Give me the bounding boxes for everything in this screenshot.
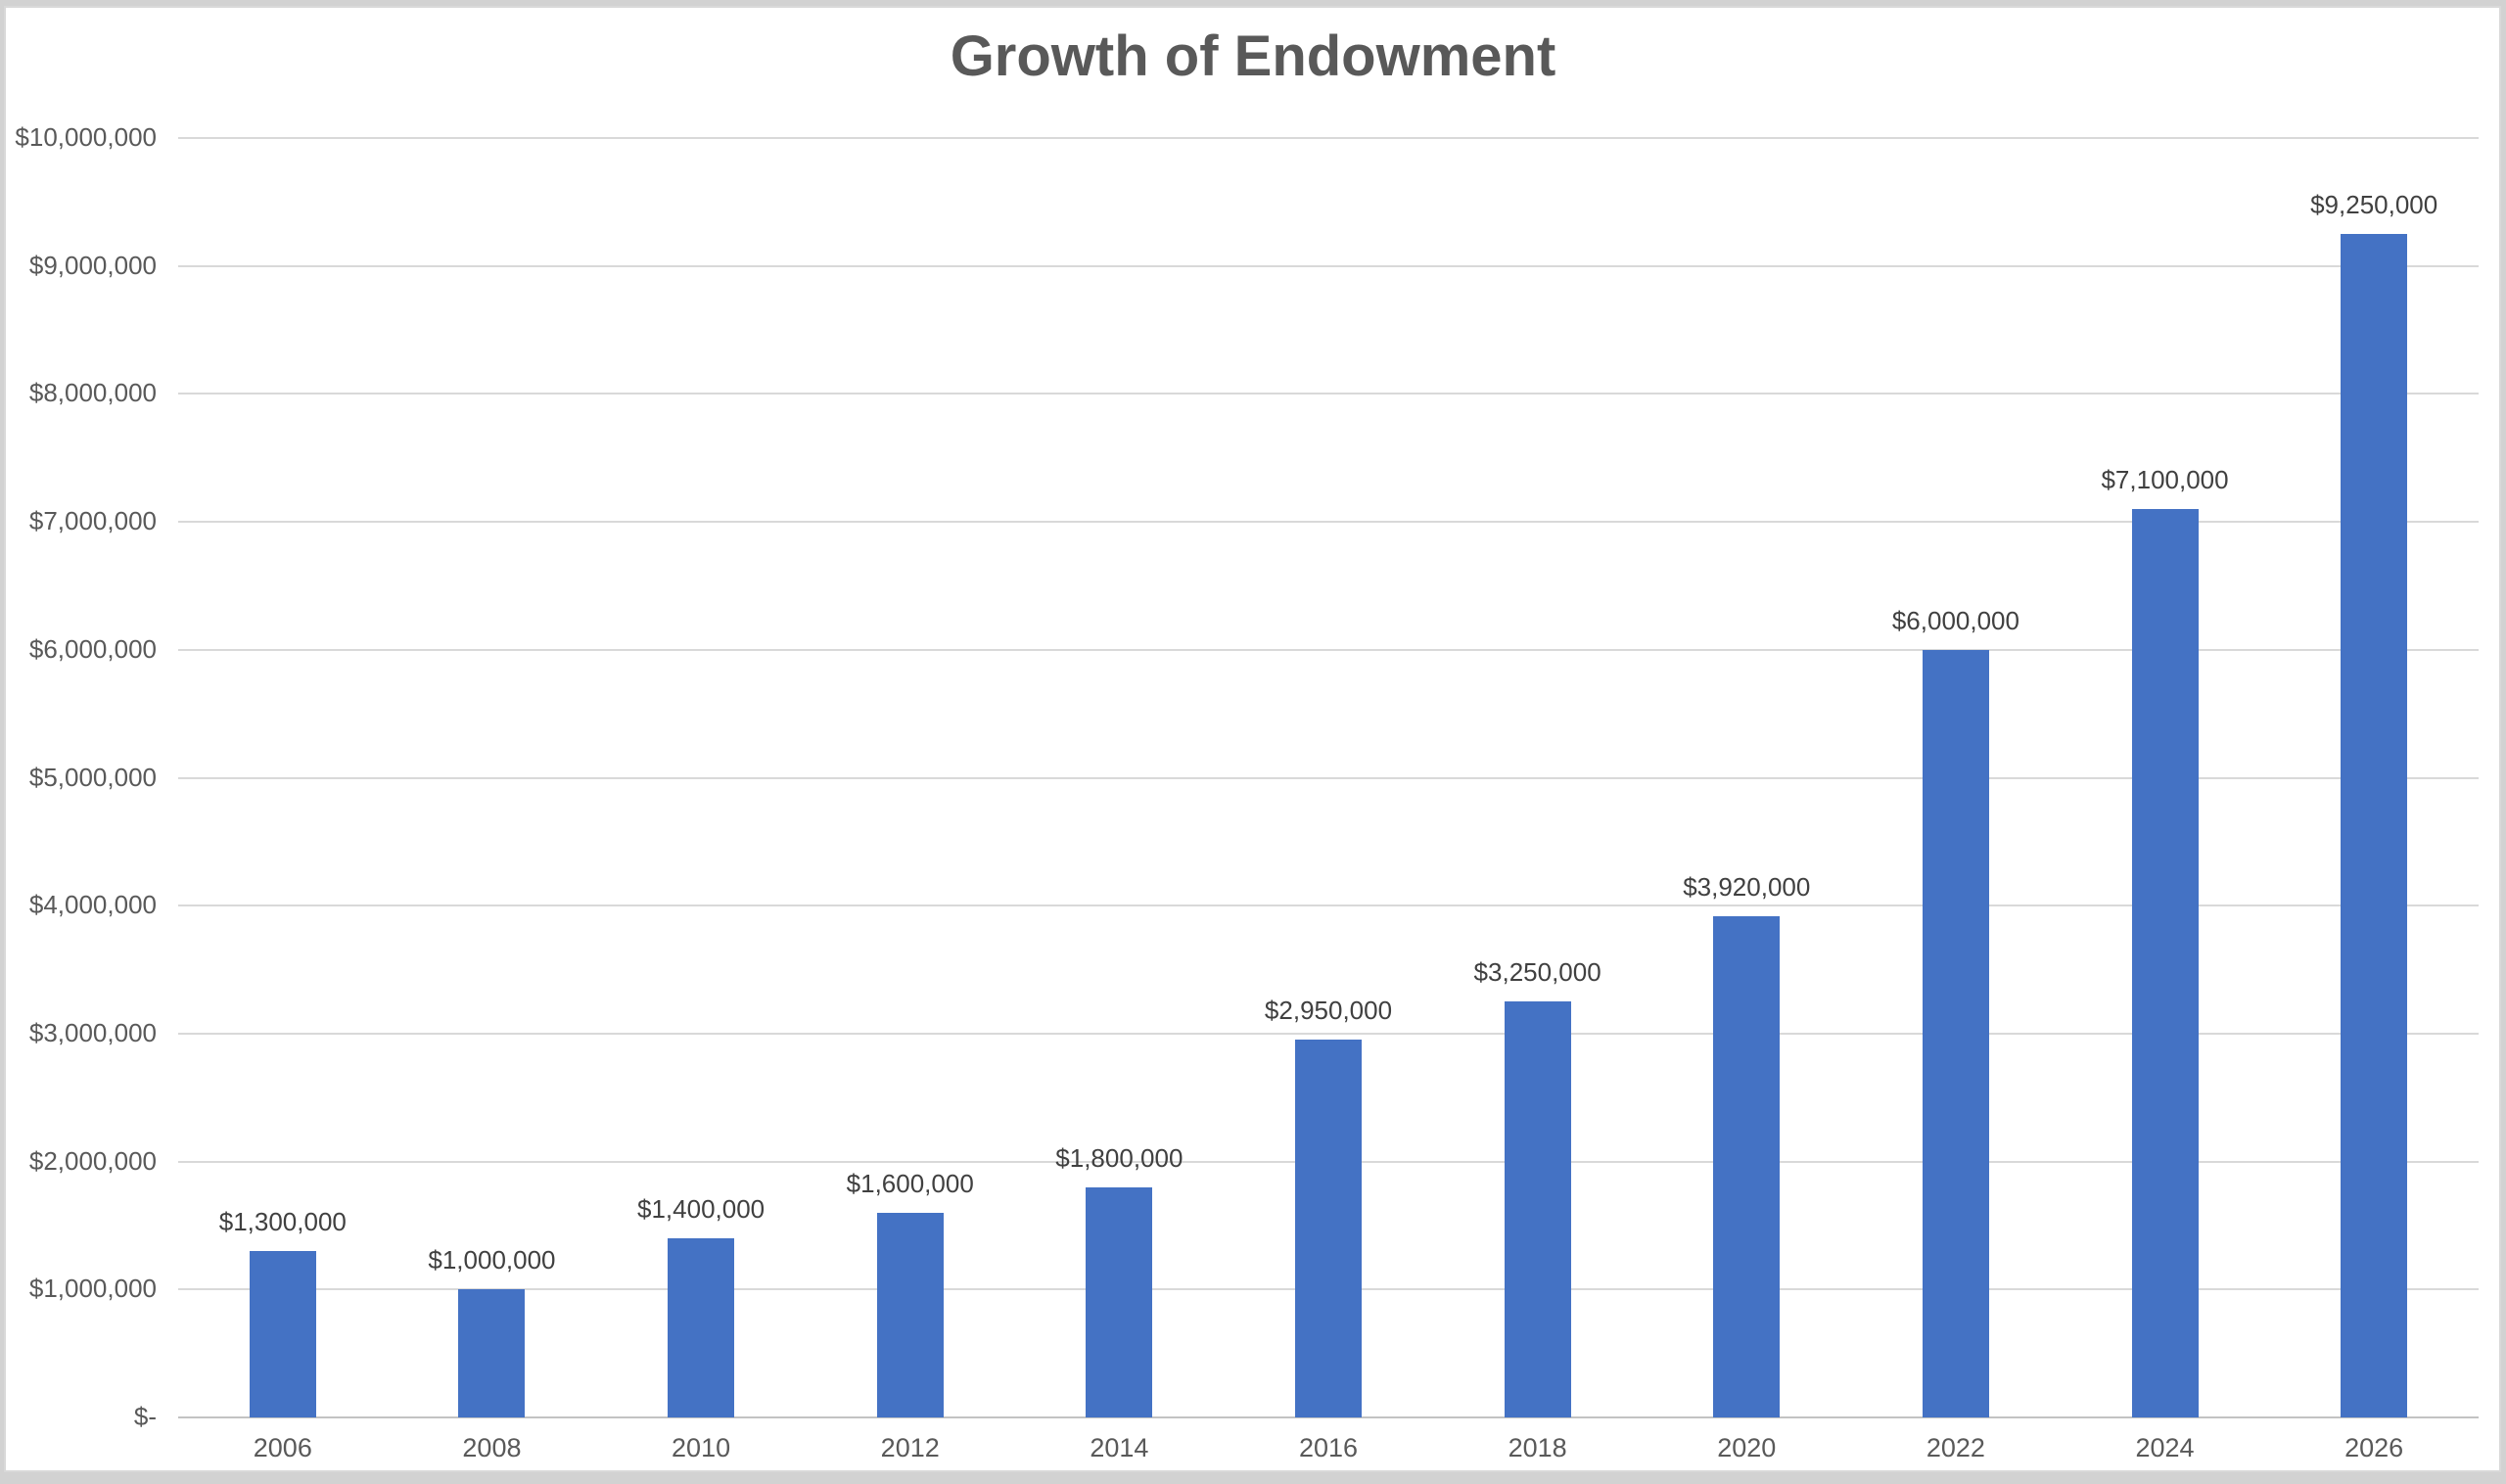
y-gridline	[178, 904, 2479, 907]
y-gridline	[178, 393, 2479, 395]
y-axis-tick-label: $4,000,000	[28, 890, 157, 920]
bar-2026	[2341, 234, 2408, 1417]
chart-frame	[4, 6, 2501, 1472]
x-axis-tick-label: 2018	[1508, 1433, 1567, 1462]
y-gridline	[178, 264, 2479, 267]
bar-value-label: $1,300,000	[218, 1207, 347, 1237]
bar-value-label: $6,000,000	[1891, 605, 2019, 635]
x-axis-tick-label: 2006	[253, 1433, 312, 1462]
bar-2024	[2131, 509, 2199, 1417]
bar-value-label: $1,800,000	[1055, 1142, 1183, 1173]
bar-2014	[1086, 1186, 1153, 1417]
bar-2006	[249, 1251, 316, 1417]
bar-value-label: $3,920,000	[1683, 871, 1811, 902]
bar-value-label: $1,000,000	[428, 1245, 556, 1275]
bar-2010	[668, 1238, 735, 1417]
y-axis-tick-label: $1,000,000	[28, 1274, 157, 1304]
y-axis-tick-label: $2,000,000	[28, 1145, 157, 1176]
x-axis-tick-label: 2016	[1298, 1433, 1359, 1462]
y-axis-tick-label: $7,000,000	[28, 506, 157, 536]
bar-value-label: $1,600,000	[846, 1168, 974, 1198]
bar-value-label: $7,100,000	[2101, 465, 2229, 495]
y-gridline	[178, 776, 2479, 779]
x-axis-tick-label: 2012	[880, 1433, 940, 1462]
plot-area: $1,300,000 $1,000,000 $1,400,000 $1,600,000…	[178, 137, 2479, 1418]
x-axis-line	[178, 1416, 2479, 1418]
bar-2008	[458, 1289, 526, 1417]
y-axis-tick-label: $9,000,000	[28, 250, 157, 280]
y-axis-tick-label: $10,000,000	[15, 122, 157, 152]
bar-2018	[1504, 1001, 1571, 1417]
x-axis-tick-label: 2010	[672, 1433, 731, 1462]
y-axis-tick-label: $3,000,000	[28, 1017, 157, 1047]
bar-value-label: $3,250,000	[1473, 957, 1601, 988]
x-axis-tick-label: 2026	[2344, 1433, 2404, 1462]
bar-value-label: $1,400,000	[637, 1194, 766, 1225]
x-axis-tick-label: 2020	[1717, 1433, 1777, 1462]
y-axis-tick-label: $8,000,000	[28, 378, 157, 408]
y-axis-tick-label: $5,000,000	[28, 762, 157, 792]
x-axis-tick-label: 2014	[1090, 1433, 1149, 1462]
bar-2022	[1922, 649, 1989, 1417]
bar-2020	[1713, 915, 1781, 1417]
y-axis-tick-label: $6,000,000	[28, 633, 157, 664]
y-gridline	[178, 137, 2479, 139]
x-axis-tick-label: 2008	[462, 1433, 522, 1462]
y-gridline	[178, 1032, 2479, 1035]
bar-2016	[1295, 1040, 1362, 1417]
y-axis-tick-label: $-	[133, 1402, 157, 1431]
y-gridline	[178, 521, 2479, 524]
bar-2012	[876, 1212, 944, 1417]
x-axis-tick-label: 2024	[2135, 1433, 2195, 1462]
y-gridline	[178, 648, 2479, 651]
x-axis-tick-label: 2022	[1926, 1433, 1985, 1462]
bar-value-label: $9,250,000	[2310, 190, 2438, 220]
chart-title: Growth of Endowment	[950, 24, 1556, 88]
bar-value-label: $2,950,000	[1264, 996, 1393, 1026]
